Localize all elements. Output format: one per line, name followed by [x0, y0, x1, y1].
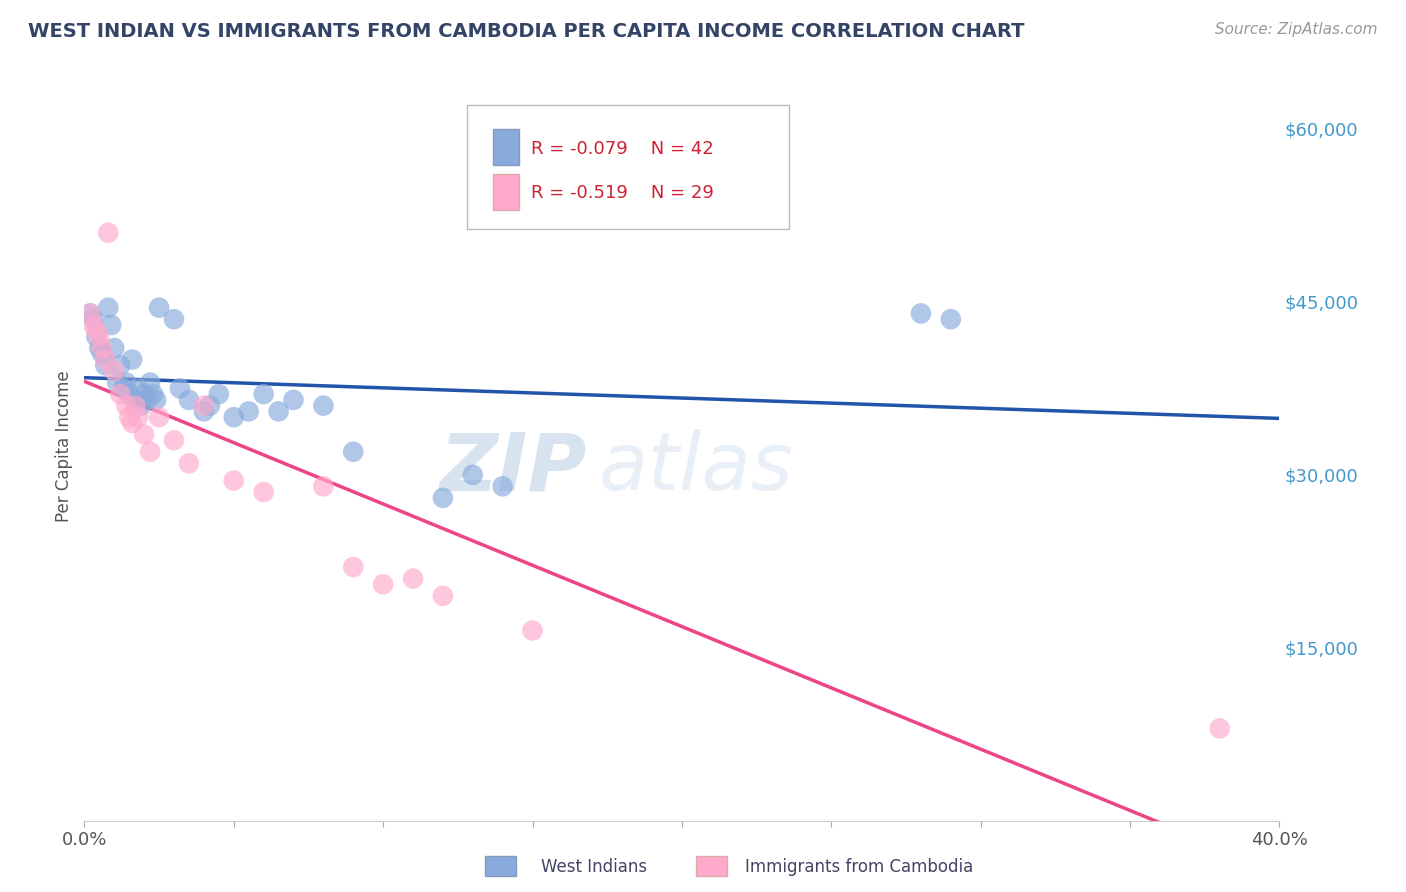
Point — [121, 416, 143, 430]
Point — [129, 399, 152, 413]
Point — [312, 479, 335, 493]
Point — [267, 404, 290, 418]
Point — [208, 387, 231, 401]
Point — [492, 479, 515, 493]
Point — [97, 226, 120, 240]
Point — [222, 410, 245, 425]
Text: Source: ZipAtlas.com: Source: ZipAtlas.com — [1215, 22, 1378, 37]
Point — [94, 352, 117, 367]
Point — [97, 301, 120, 315]
FancyBboxPatch shape — [494, 129, 519, 165]
Point — [132, 427, 156, 442]
Point — [939, 312, 962, 326]
Point — [79, 306, 101, 320]
Point — [193, 404, 215, 418]
Point — [127, 381, 149, 395]
Point — [89, 341, 111, 355]
Point — [115, 376, 138, 390]
Point — [193, 399, 215, 413]
Text: ZIP: ZIP — [439, 429, 586, 508]
Text: R = -0.519    N = 29: R = -0.519 N = 29 — [531, 185, 714, 202]
Point — [461, 467, 484, 482]
Point — [124, 399, 146, 413]
Point — [118, 410, 141, 425]
Point — [100, 318, 122, 332]
Point — [105, 376, 128, 390]
Point — [402, 572, 425, 586]
Point — [121, 352, 143, 367]
Point — [342, 444, 364, 458]
Point — [91, 341, 114, 355]
Point — [312, 399, 335, 413]
Point — [89, 329, 111, 343]
Point — [82, 312, 104, 326]
Point — [163, 434, 186, 448]
Point — [79, 306, 101, 320]
Point — [103, 364, 125, 378]
Point — [103, 341, 125, 355]
Point — [148, 410, 170, 425]
Point — [169, 381, 191, 395]
Point — [253, 387, 276, 401]
Point — [145, 392, 167, 407]
Point — [283, 392, 305, 407]
Text: Immigrants from Cambodia: Immigrants from Cambodia — [745, 858, 973, 876]
Point — [86, 329, 108, 343]
Point — [342, 560, 364, 574]
Point — [163, 312, 186, 326]
Point — [222, 474, 245, 488]
Point — [94, 359, 117, 373]
Point — [253, 485, 276, 500]
Point — [910, 306, 932, 320]
FancyBboxPatch shape — [467, 105, 790, 228]
Point — [86, 324, 108, 338]
Point — [118, 387, 141, 401]
Point — [112, 381, 135, 395]
Point — [132, 387, 156, 401]
Point — [124, 392, 146, 407]
Point — [198, 399, 221, 413]
Point — [91, 347, 114, 361]
Point — [148, 301, 170, 315]
Point — [139, 376, 162, 390]
Point — [177, 392, 200, 407]
Point — [522, 624, 544, 638]
Point — [142, 387, 165, 401]
Point — [177, 456, 200, 470]
Point — [110, 387, 132, 401]
Point — [127, 410, 149, 425]
FancyBboxPatch shape — [494, 174, 519, 210]
Text: atlas: atlas — [599, 429, 793, 508]
Point — [136, 392, 159, 407]
Point — [115, 399, 138, 413]
Point — [238, 404, 260, 418]
Text: West Indians: West Indians — [541, 858, 647, 876]
Point — [432, 491, 454, 505]
Point — [1209, 722, 1232, 736]
Point — [139, 444, 162, 458]
Text: WEST INDIAN VS IMMIGRANTS FROM CAMBODIA PER CAPITA INCOME CORRELATION CHART: WEST INDIAN VS IMMIGRANTS FROM CAMBODIA … — [28, 22, 1025, 41]
Point — [82, 318, 104, 332]
Text: R = -0.079    N = 42: R = -0.079 N = 42 — [531, 139, 714, 158]
Point — [110, 359, 132, 373]
Point — [432, 589, 454, 603]
Y-axis label: Per Capita Income: Per Capita Income — [55, 370, 73, 522]
Point — [373, 577, 395, 591]
